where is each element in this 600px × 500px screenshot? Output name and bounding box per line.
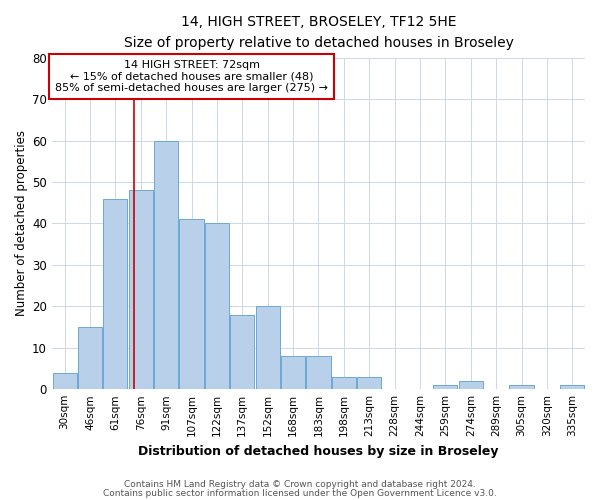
Bar xyxy=(205,224,229,389)
Bar xyxy=(307,356,331,389)
Bar xyxy=(179,220,203,389)
Bar xyxy=(332,377,356,389)
Bar xyxy=(509,385,533,389)
Bar xyxy=(53,372,77,389)
Bar xyxy=(281,356,305,389)
X-axis label: Distribution of detached houses by size in Broseley: Distribution of detached houses by size … xyxy=(138,444,499,458)
Bar xyxy=(560,385,584,389)
Text: Contains public sector information licensed under the Open Government Licence v3: Contains public sector information licen… xyxy=(103,488,497,498)
Title: 14, HIGH STREET, BROSELEY, TF12 5HE
Size of property relative to detached houses: 14, HIGH STREET, BROSELEY, TF12 5HE Size… xyxy=(124,15,514,50)
Y-axis label: Number of detached properties: Number of detached properties xyxy=(15,130,28,316)
Bar xyxy=(154,140,178,389)
Bar xyxy=(433,385,457,389)
Bar xyxy=(256,306,280,389)
Text: 14 HIGH STREET: 72sqm
← 15% of detached houses are smaller (48)
85% of semi-deta: 14 HIGH STREET: 72sqm ← 15% of detached … xyxy=(55,60,328,93)
Bar xyxy=(230,314,254,389)
Bar xyxy=(128,190,153,389)
Bar xyxy=(103,198,127,389)
Text: Contains HM Land Registry data © Crown copyright and database right 2024.: Contains HM Land Registry data © Crown c… xyxy=(124,480,476,489)
Bar xyxy=(459,381,483,389)
Bar xyxy=(78,327,102,389)
Bar xyxy=(357,377,381,389)
